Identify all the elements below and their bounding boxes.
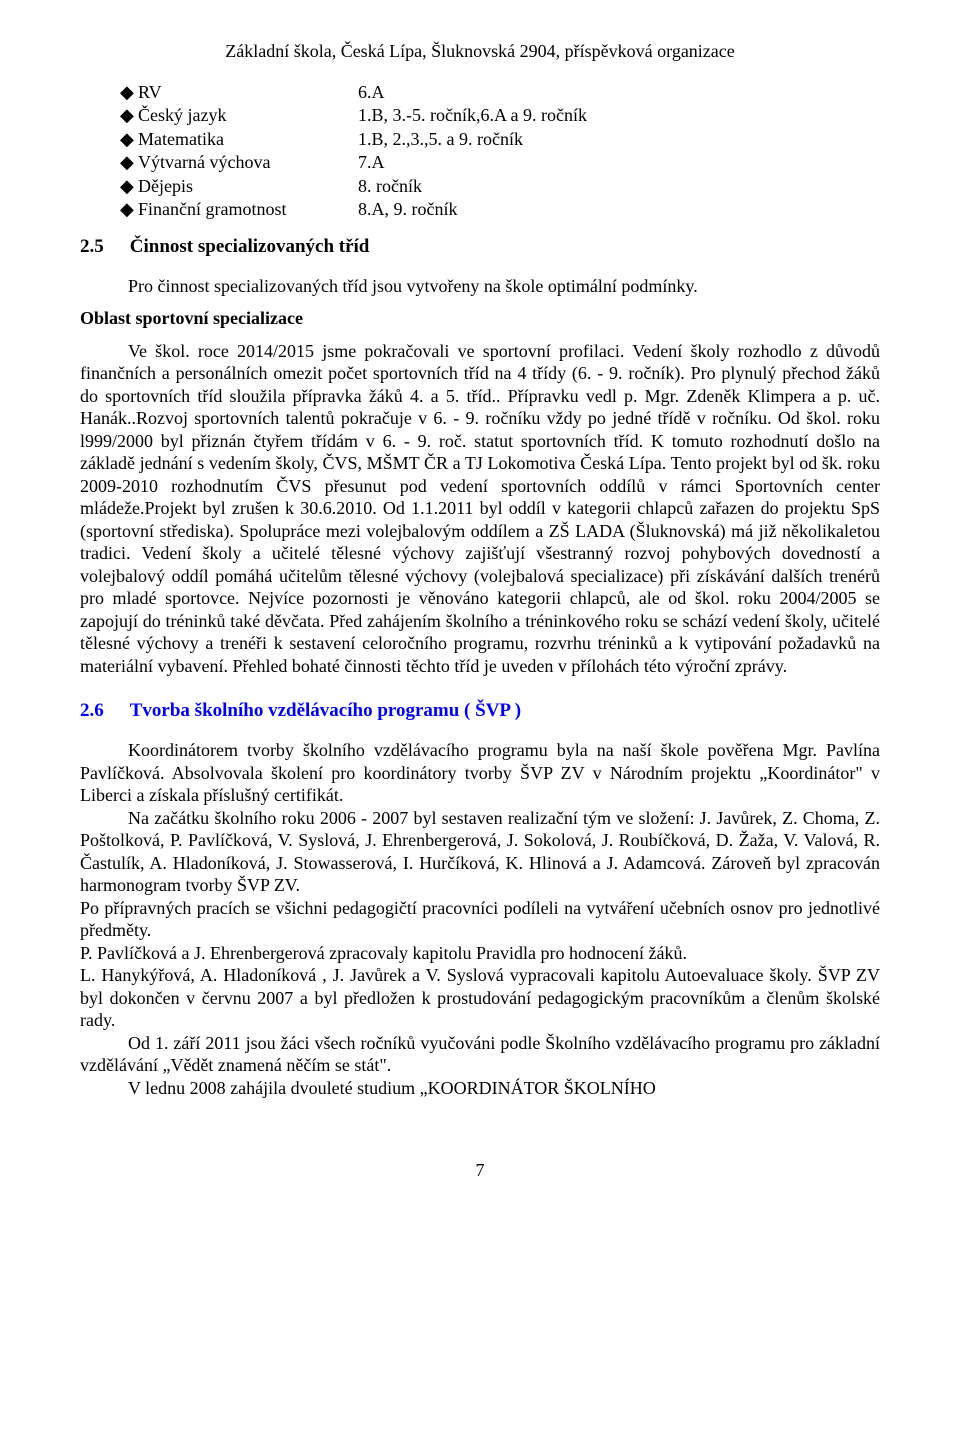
header-title: Základní škola, Česká Lípa, Šluknovská 2… <box>80 40 880 63</box>
subject-label: Výtvarná výchova <box>138 151 358 174</box>
section-heading-25: 2.5 Činnost specializovaných tříd <box>80 235 880 259</box>
section-heading-26: 2.6 Tvorba školního vzdělávacího program… <box>80 699 880 723</box>
diamond-bullet-icon: ◆ <box>120 176 138 198</box>
subject-row: ◆Matematika1.B, 2.,3.,5. a 9. ročník <box>120 128 880 151</box>
section-25-para2: Ve škol. roce 2014/2015 jsme pokračovali… <box>80 340 880 678</box>
subject-label: Finanční gramotnost <box>138 198 358 221</box>
subject-row: ◆Výtvarná výchova7.A <box>120 151 880 174</box>
subject-row: ◆Český jazyk1.B, 3.-5. ročník,6.A a 9. r… <box>120 104 880 127</box>
document-page: Základní škola, Česká Lípa, Šluknovská 2… <box>0 0 960 1222</box>
section-26-para2: Na začátku školního roku 2006 - 2007 byl… <box>80 807 880 897</box>
subject-value: 1.B, 3.-5. ročník,6.A a 9. ročník <box>358 104 880 127</box>
diamond-bullet-icon: ◆ <box>120 152 138 174</box>
section-26-para5: L. Hanykýřová, A. Hladoníková , J. Javůr… <box>80 964 880 1032</box>
subject-list: ◆RV6.A◆Český jazyk1.B, 3.-5. ročník,6.A … <box>120 81 880 222</box>
section-26-body: Koordinátorem tvorby školního vzdělávací… <box>80 739 880 1099</box>
section-title: Tvorba školního vzdělávacího programu ( … <box>130 699 521 723</box>
section-26-para4: P. Pavlíčková a J. Ehrenbergerová zpraco… <box>80 942 880 965</box>
subject-value: 7.A <box>358 151 880 174</box>
section-26-para6: Od 1. září 2011 jsou žáci všech ročníků … <box>80 1032 880 1077</box>
section-title: Činnost specializovaných tříd <box>130 235 370 259</box>
section-25-body: Pro činnost specializovaných tříd jsou v… <box>80 275 880 678</box>
section-26-para7: V lednu 2008 zahájila dvouleté studium „… <box>80 1077 880 1100</box>
subject-value: 8. ročník <box>358 175 880 198</box>
diamond-bullet-icon: ◆ <box>120 129 138 151</box>
subject-row: ◆Dějepis8. ročník <box>120 175 880 198</box>
subject-row: ◆RV6.A <box>120 81 880 104</box>
page-number: 7 <box>80 1159 880 1182</box>
diamond-bullet-icon: ◆ <box>120 199 138 221</box>
subject-label: Matematika <box>138 128 358 151</box>
section-25-para1: Pro činnost specializovaných tříd jsou v… <box>80 275 880 298</box>
subject-label: RV <box>138 81 358 104</box>
subject-row: ◆Finanční gramotnost8.A, 9. ročník <box>120 198 880 221</box>
section-26-para3: Po přípravných pracích se všichni pedago… <box>80 897 880 942</box>
subject-label: Český jazyk <box>138 104 358 127</box>
section-26-para1: Koordinátorem tvorby školního vzdělávací… <box>80 739 880 807</box>
subject-value: 1.B, 2.,3.,5. a 9. ročník <box>358 128 880 151</box>
section-number: 2.6 <box>80 699 104 723</box>
diamond-bullet-icon: ◆ <box>120 105 138 127</box>
subject-value: 6.A <box>358 81 880 104</box>
diamond-bullet-icon: ◆ <box>120 82 138 104</box>
subject-value: 8.A, 9. ročník <box>358 198 880 221</box>
subject-label: Dějepis <box>138 175 358 198</box>
section-number: 2.5 <box>80 235 104 259</box>
section-25-oblast: Oblast sportovní specializace <box>80 307 880 330</box>
